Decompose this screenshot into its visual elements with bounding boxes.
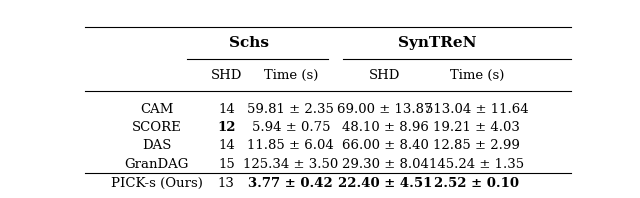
- Text: Time (s): Time (s): [450, 69, 504, 82]
- Text: PICK-s (Ours): PICK-s (Ours): [111, 177, 203, 189]
- Text: 3.77 ± 0.42: 3.77 ± 0.42: [248, 177, 333, 189]
- Text: CAM: CAM: [140, 103, 173, 116]
- Text: SHD: SHD: [211, 69, 242, 82]
- Text: 59.81 ± 2.35: 59.81 ± 2.35: [248, 103, 334, 116]
- Text: 48.10 ± 8.96: 48.10 ± 8.96: [342, 121, 428, 134]
- Text: SynTReN: SynTReN: [398, 36, 476, 50]
- Text: SCORE: SCORE: [132, 121, 182, 134]
- Text: 125.34 ± 3.50: 125.34 ± 3.50: [243, 158, 339, 170]
- Text: 2.52 ± 0.10: 2.52 ± 0.10: [435, 177, 519, 189]
- Text: 5.94 ± 0.75: 5.94 ± 0.75: [252, 121, 330, 134]
- Text: 19.21 ± 4.03: 19.21 ± 4.03: [433, 121, 520, 134]
- Text: Time (s): Time (s): [264, 69, 318, 82]
- Text: 12: 12: [217, 121, 236, 134]
- Text: 145.24 ± 1.35: 145.24 ± 1.35: [429, 158, 524, 170]
- Text: SHD: SHD: [369, 69, 401, 82]
- Text: 13: 13: [218, 177, 235, 189]
- Text: GranDAG: GranDAG: [125, 158, 189, 170]
- Text: 66.00 ± 8.40: 66.00 ± 8.40: [342, 139, 428, 152]
- Text: 15: 15: [218, 158, 235, 170]
- Text: Schs: Schs: [228, 36, 269, 50]
- Text: 14: 14: [218, 103, 235, 116]
- Text: 14: 14: [218, 139, 235, 152]
- Text: 29.30 ± 8.04: 29.30 ± 8.04: [342, 158, 428, 170]
- Text: 22.40 ± 4.51: 22.40 ± 4.51: [338, 177, 432, 189]
- Text: 11.85 ± 6.04: 11.85 ± 6.04: [248, 139, 334, 152]
- Text: 513.04 ± 11.64: 513.04 ± 11.64: [425, 103, 529, 116]
- Text: 69.00 ± 13.87: 69.00 ± 13.87: [337, 103, 433, 116]
- Text: 12.85 ± 2.99: 12.85 ± 2.99: [433, 139, 520, 152]
- Text: DAS: DAS: [142, 139, 172, 152]
